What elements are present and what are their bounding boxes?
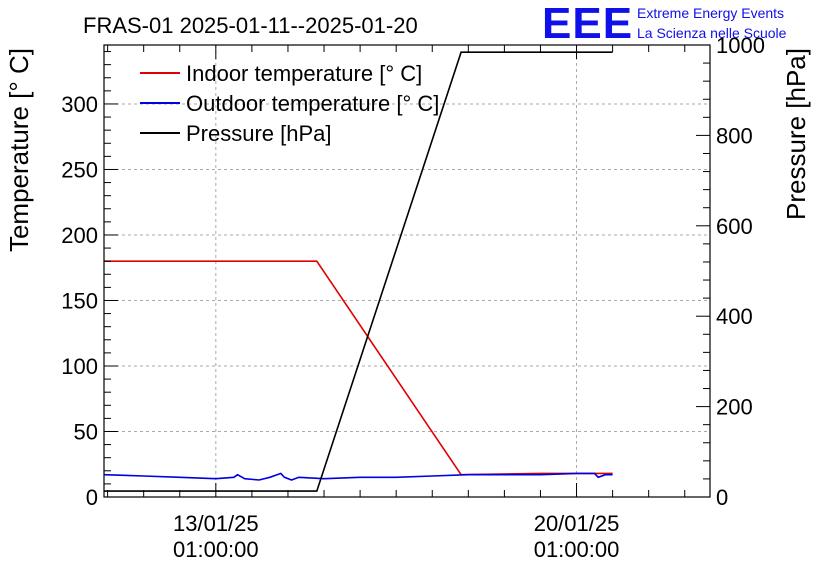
- chart-title: FRAS-01 2025-01-11--2025-01-20: [83, 13, 418, 38]
- legend-label-1: Indoor temperature [° C]: [186, 61, 422, 86]
- y-tick-label: 250: [61, 157, 98, 182]
- logo-line-1: Extreme Energy Events: [637, 5, 785, 21]
- y-tick-label: 0: [86, 485, 98, 510]
- legend-label-3: Pressure [hPa]: [186, 121, 332, 146]
- axis-labels: 0 50 100 150 200 250 300 0 200 400 600 800 1000 13/01…: [4, 33, 811, 562]
- y-axis-title: Temperature [° C]: [4, 48, 34, 252]
- plot-frame: [103, 44, 711, 498]
- grid: [104, 45, 710, 497]
- x-tick-label-time: 01:00:00: [173, 537, 259, 562]
- legend: Indoor temperature [° C] Outdoor temperat…: [140, 61, 439, 146]
- x-tick-label-time: 01:00:00: [534, 537, 620, 562]
- logo-line-2: La Scienza nelle Scuole: [637, 25, 787, 41]
- x-tick-label-date: 13/01/25: [173, 511, 259, 536]
- y-right-tick-label: 0: [716, 485, 728, 510]
- y-tick-label: 300: [61, 92, 98, 117]
- y-tick-label: 50: [74, 419, 98, 444]
- y-right-tick-label: 200: [716, 395, 753, 420]
- y-right-axis-title: Pressure [hPa]: [781, 48, 811, 220]
- y-right-tick-label: 600: [716, 214, 753, 239]
- legend-label-2: Outdoor temperature [° C]: [186, 91, 439, 116]
- x-tick-label-date: 20/01/25: [534, 511, 620, 536]
- axis-ticks: [104, 44, 710, 498]
- y-right-tick-label: 800: [716, 123, 753, 148]
- y-tick-label: 200: [61, 223, 98, 248]
- eee-logo: EEE: [542, 0, 634, 48]
- series-line-2: [103, 472, 613, 481]
- y-right-tick-label: 1000: [716, 33, 765, 58]
- y-right-tick-label: 400: [716, 304, 753, 329]
- y-tick-label: 150: [61, 288, 98, 313]
- series-group: [103, 51, 613, 492]
- series-line-3: [104, 51, 613, 492]
- plot-border: [103, 44, 711, 498]
- series-line-1: [104, 260, 613, 476]
- y-tick-label: 100: [61, 354, 98, 379]
